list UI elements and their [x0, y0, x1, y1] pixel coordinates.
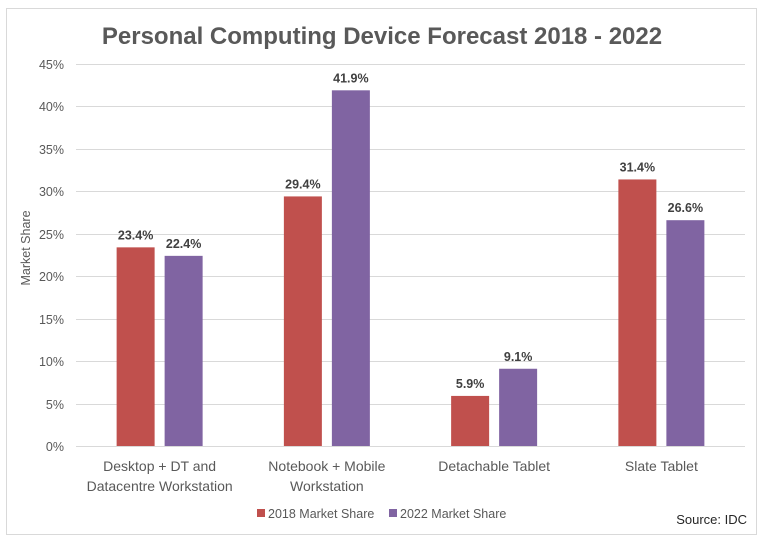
y-tick-label: 30% [39, 185, 64, 199]
y-tick-label: 45% [39, 58, 64, 72]
bar-2018 [618, 179, 657, 446]
legend-label: 2022 Market Share [400, 507, 506, 521]
y-axis-label: Market Share [19, 210, 33, 285]
x-axis-categories: Desktop + DT and Datacentre Workstation No… [87, 458, 698, 494]
y-tick-label: 15% [39, 313, 64, 327]
x-category-label: Slate Tablet [625, 458, 698, 474]
x-category-label: Detachable Tablet [438, 458, 550, 474]
bar-2018 [451, 395, 490, 446]
y-tick-label: 25% [39, 228, 64, 242]
data-label: 29.4% [285, 177, 320, 191]
chart-title: Personal Computing Device Forecast 2018 … [102, 23, 662, 50]
source-annotation: Source: IDC [676, 512, 747, 527]
legend-swatch [257, 509, 265, 517]
legend-swatch [389, 509, 397, 517]
y-tick-label: 10% [39, 355, 64, 369]
x-category-label: Desktop + DT and [103, 458, 216, 474]
data-label: 31.4% [620, 160, 655, 174]
data-labels: 23.4% 22.4% 29.4% 41.9% 5.9% 9.1% 31.4% 26.6% [118, 71, 703, 391]
data-label: 9.1% [504, 350, 533, 364]
x-category-label: Notebook + Mobile [268, 458, 385, 474]
y-tick-label: 5% [46, 398, 64, 412]
data-label: 5.9% [456, 377, 485, 391]
data-label: 41.9% [333, 71, 368, 85]
legend-item: 2022 Market Share [389, 507, 506, 521]
data-label: 26.6% [668, 201, 703, 215]
x-category-label: Datacentre Workstation [87, 478, 233, 494]
bar-2022 [331, 90, 370, 446]
data-label: 22.4% [166, 237, 201, 251]
y-tick-label: 35% [39, 143, 64, 157]
y-tick-label: 0% [46, 440, 64, 454]
bar-2018 [283, 196, 322, 446]
data-label: 23.4% [118, 228, 153, 242]
legend: 2018 Market Share 2022 Market Share [257, 507, 506, 521]
bar-2022 [164, 255, 203, 446]
bars [116, 90, 705, 446]
bar-2022 [499, 368, 538, 446]
x-category-label: Workstation [290, 478, 364, 494]
bar-2018 [116, 247, 155, 446]
legend-label: 2018 Market Share [268, 507, 374, 521]
legend-item: 2018 Market Share [257, 507, 374, 521]
bar-2022 [666, 220, 705, 446]
y-tick-label: 40% [39, 100, 64, 114]
y-axis-ticks: 0% 5% 10% 15% 20% 25% 30% 35% 40% 45% [39, 58, 64, 454]
y-tick-label: 20% [39, 270, 64, 284]
